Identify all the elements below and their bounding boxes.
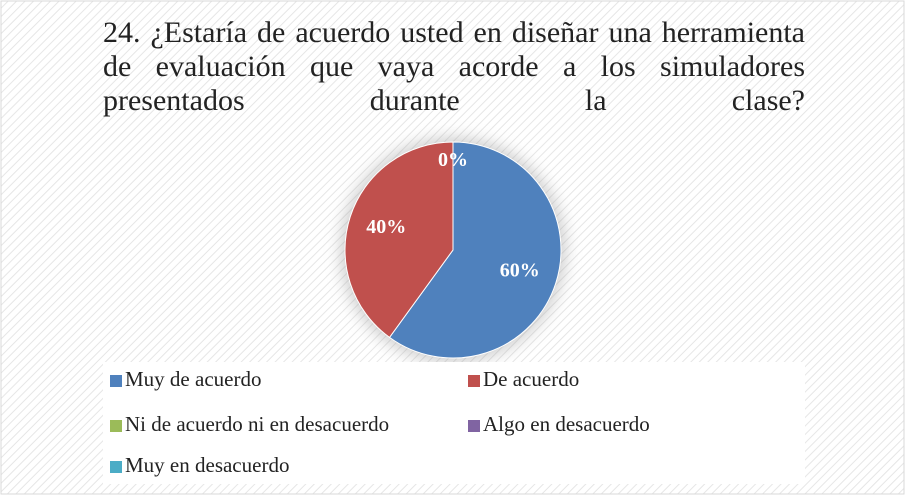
data-label: 60% [500, 259, 540, 281]
chart-title: 24. ¿Estaría de acuerdo usted en diseñar… [103, 16, 805, 117]
legend-label: Muy en desacuerdo [125, 453, 289, 477]
legend-swatch [468, 375, 480, 387]
pie-slice [388, 141, 562, 359]
legend-box [103, 362, 805, 484]
data-label: 0% [438, 149, 468, 171]
pie-slice [344, 141, 454, 339]
legend-label: Algo en desacuerdo [483, 412, 650, 436]
legend-swatch [110, 461, 122, 473]
legend-swatch [468, 420, 480, 432]
legend-swatch [110, 420, 122, 432]
legend-swatch [110, 375, 122, 387]
data-label: 40% [366, 216, 406, 238]
legend-label: Muy de acuerdo [125, 367, 261, 391]
legend-label: Ni de acuerdo ni en desacuerdo [125, 412, 389, 436]
legend-label: De acuerdo [483, 367, 579, 391]
